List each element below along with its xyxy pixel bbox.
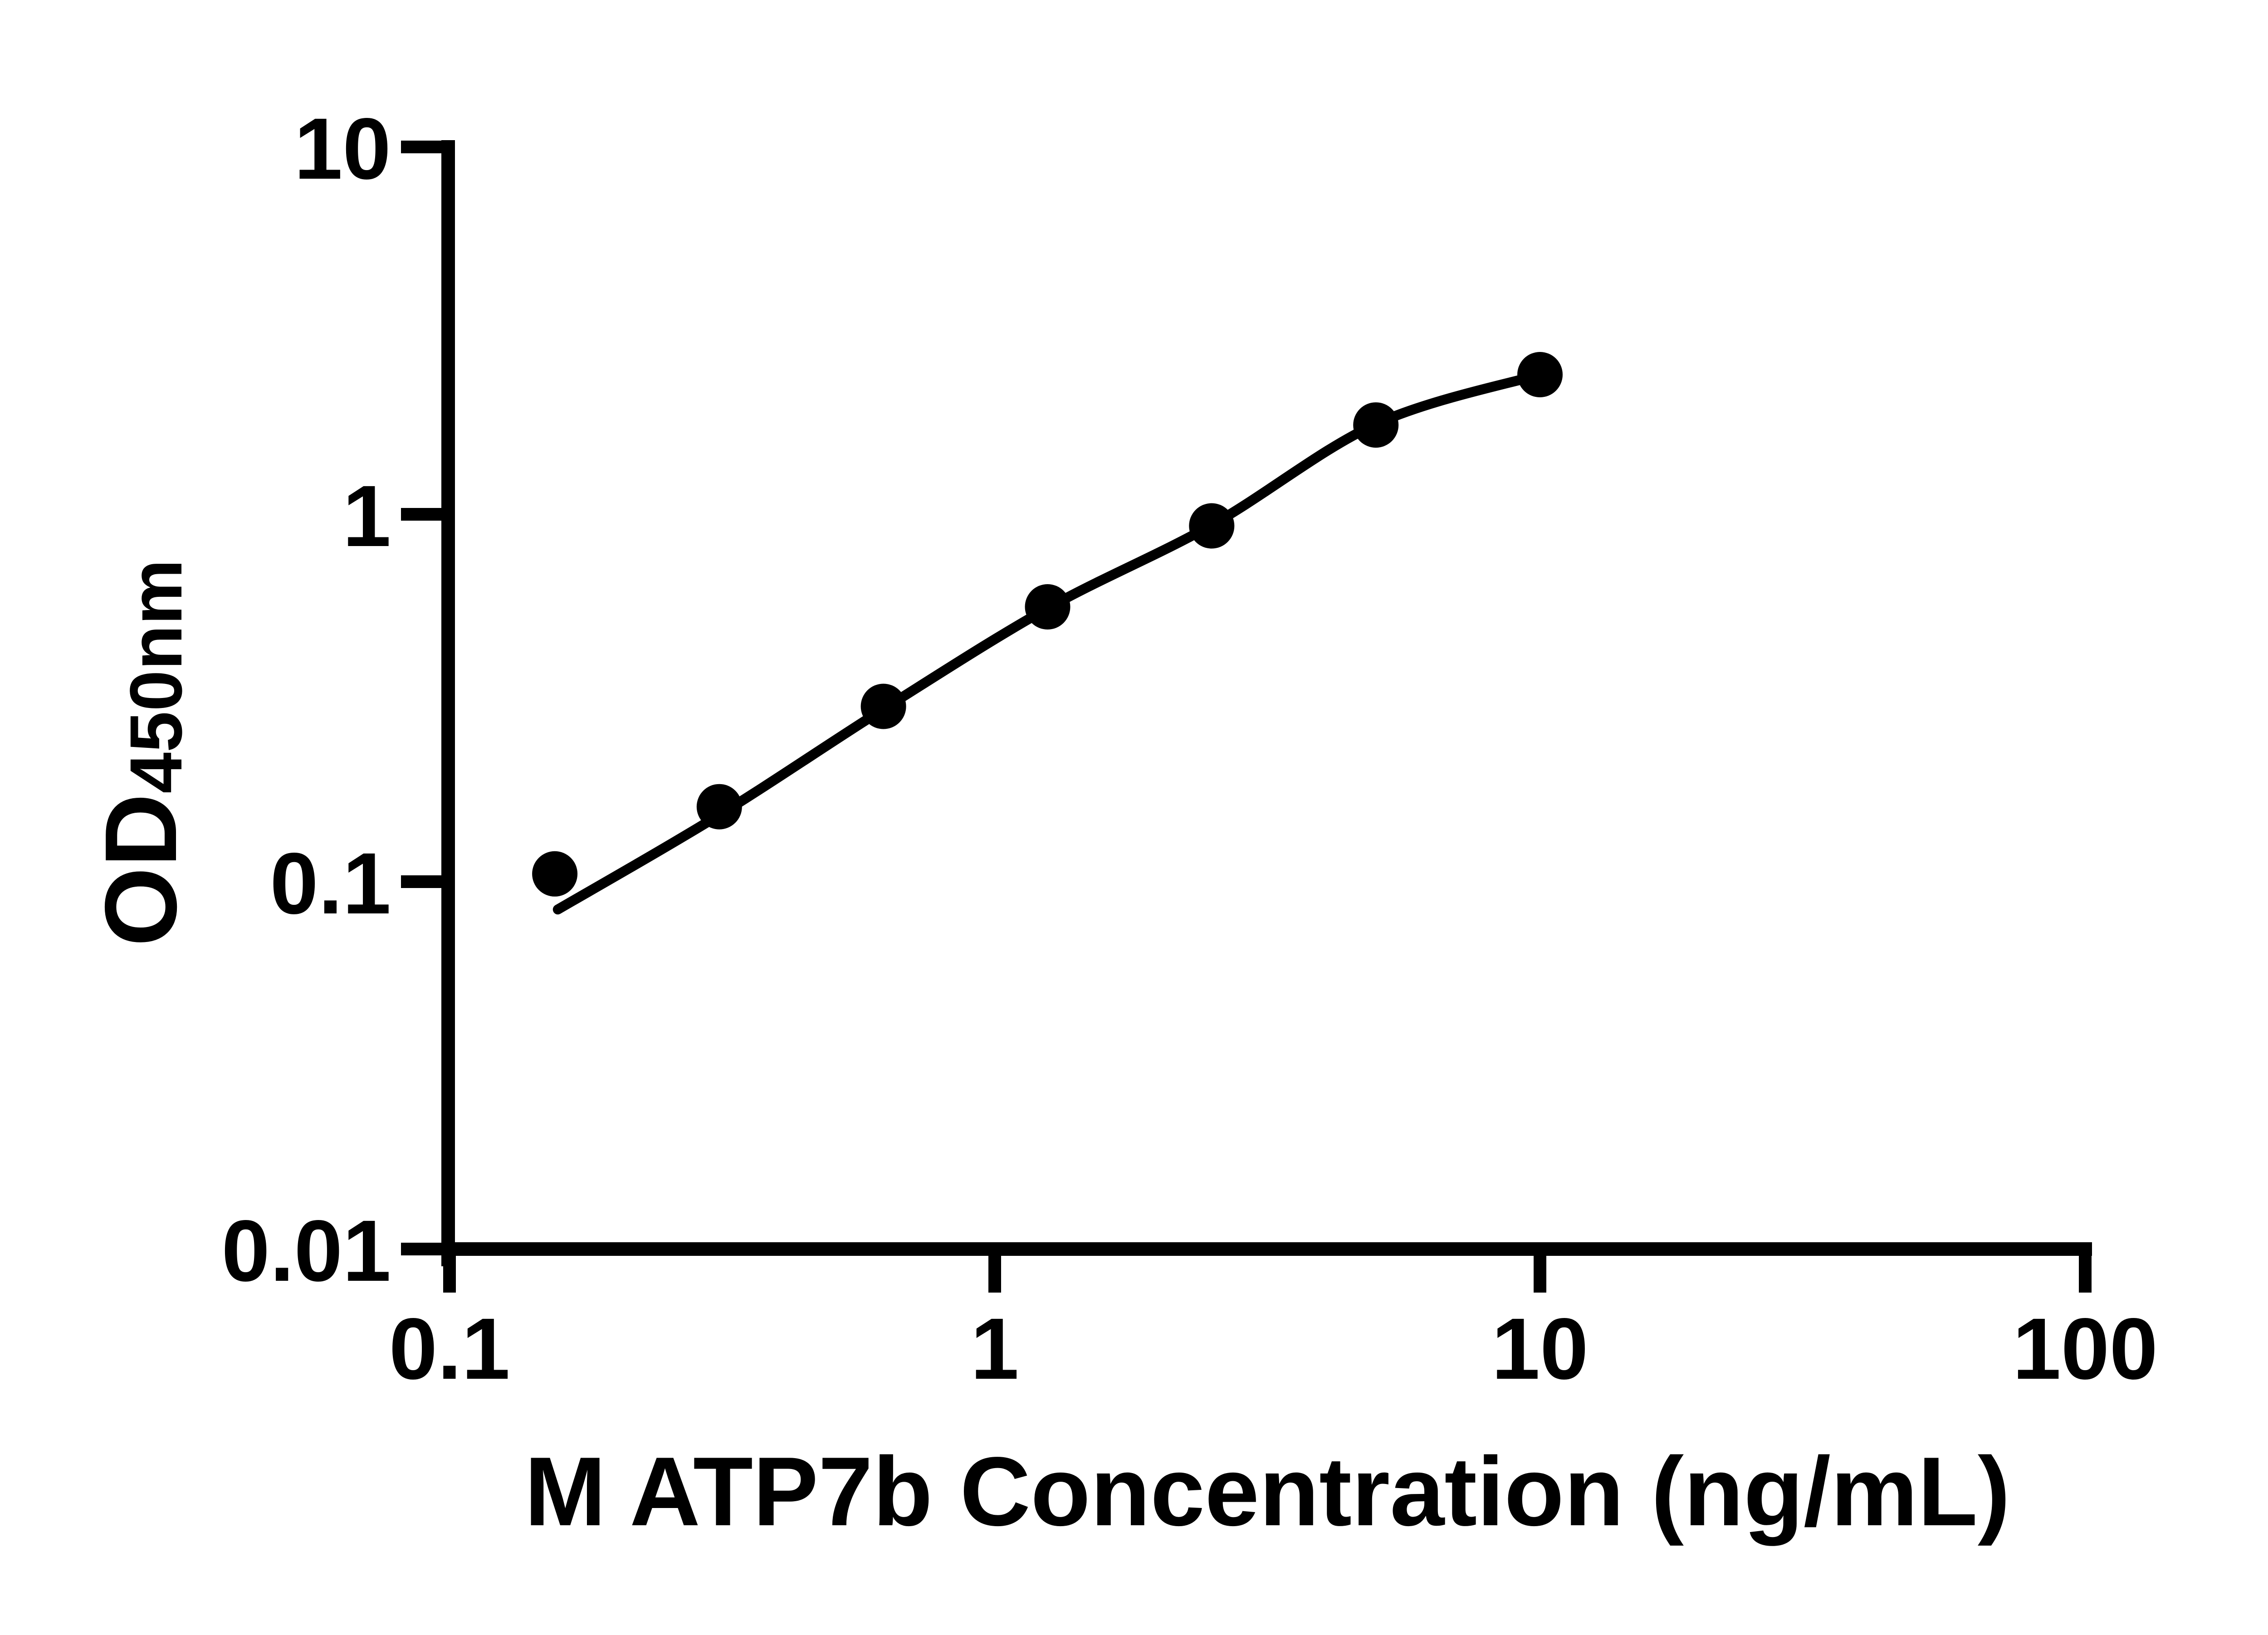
x-axis-ticks [443, 1249, 2092, 1293]
data-point [532, 851, 578, 897]
y-axis-title-main: OD [83, 793, 198, 947]
y-axis-title-sub: 450nm [114, 559, 197, 793]
axes [441, 140, 2092, 1266]
y-axis-tick-labels: 10 1 0.1 0.01 [221, 100, 391, 1299]
data-point [1189, 503, 1235, 549]
x-tick-label: 0.1 [389, 1300, 510, 1397]
y-tick-label: 10 [294, 100, 391, 197]
y-axis-title: OD450nm [83, 559, 198, 947]
data-point [696, 784, 742, 830]
y-axis-ticks [401, 141, 448, 1255]
fit-curve-line [552, 370, 1545, 915]
data-point [860, 683, 906, 729]
data-point [1353, 402, 1399, 448]
data-points [532, 352, 1563, 897]
x-tick-label: 10 [1491, 1300, 1589, 1397]
x-axis-tick-labels: 0.1 1 10 100 [389, 1300, 2158, 1397]
data-point [1517, 352, 1563, 397]
y-tick-label: 0.01 [221, 1202, 391, 1299]
x-tick-label: 1 [971, 1300, 1019, 1397]
data-point [1025, 584, 1070, 630]
y-tick-label: 1 [342, 467, 391, 565]
x-axis-title: M ATP7b Concentration (ng/mL) [524, 1436, 2010, 1546]
y-tick-label: 0.1 [270, 835, 391, 932]
x-tick-label: 100 [2013, 1300, 2158, 1397]
